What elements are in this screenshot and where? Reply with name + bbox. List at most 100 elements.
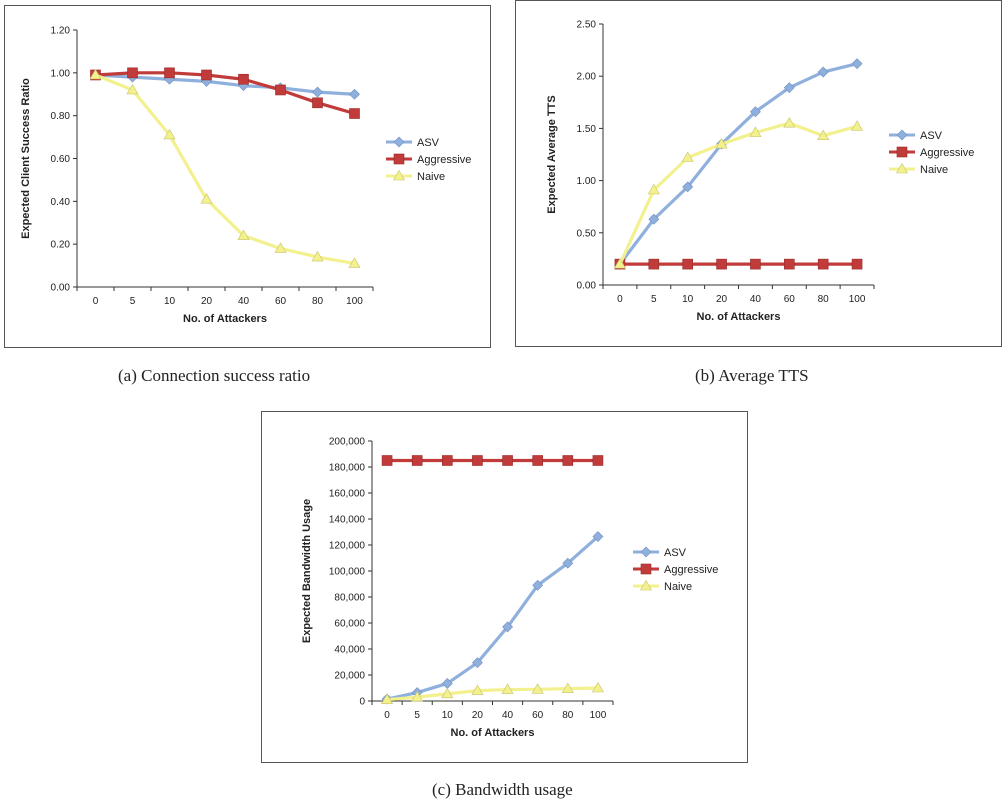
data-point — [682, 181, 694, 193]
legend-item: Naive — [633, 579, 692, 593]
y-tick-label: 0.40 — [51, 197, 71, 208]
data-point — [442, 455, 453, 466]
legend-label: ASV — [920, 130, 943, 142]
data-point — [592, 531, 604, 542]
y-tick-label: 2.50 — [577, 20, 597, 31]
y-axis-title: Expected Average TTS — [546, 95, 558, 213]
caption: (a) Connection success ratio — [118, 366, 311, 385]
data-point — [127, 67, 138, 79]
legend-label: Aggressive — [417, 154, 471, 166]
x-tick-label: 80 — [818, 294, 830, 305]
legend: ASV Aggressive Naive — [889, 129, 974, 176]
legend-label: Naive — [920, 164, 948, 176]
data-point — [532, 579, 544, 591]
series-naive — [613, 117, 864, 269]
data-point — [783, 82, 795, 94]
y-tick-label: 120,000 — [329, 541, 366, 552]
legend-marker — [896, 129, 908, 141]
data-point — [502, 455, 513, 466]
y-tick-label: 2.00 — [577, 72, 597, 83]
legend-label: Naive — [664, 581, 692, 593]
legend-item: Naive — [889, 162, 948, 176]
y-tick-label: 200,000 — [329, 437, 366, 448]
y-tick-label: 0 — [359, 697, 365, 708]
line-chart-average-tts: 0.00 0.50 1.00 1.50 2.00 2.50 0 5 10 20 40 60 80 100 N… — [546, 20, 974, 324]
chart-frame: 0.00 0.20 0.40 0.60 0.80 1.00 1.20 0 5 10 20 40 60 80… — [4, 5, 491, 348]
x-tick-label: 5 — [651, 294, 657, 305]
y-tick-label: 20,000 — [334, 671, 365, 682]
x-axis-title: No. of Attackers — [697, 311, 781, 323]
data-point — [502, 621, 513, 633]
x-tick-label: 60 — [532, 710, 544, 721]
line-chart-success-ratio: 0.00 0.20 0.40 0.60 0.80 1.00 1.20 0 5 10 20 40 60 80… — [20, 26, 471, 326]
data-point — [472, 657, 483, 669]
series-line — [386, 686, 598, 702]
data-point — [681, 151, 694, 162]
data-point — [532, 455, 543, 466]
plot-area — [89, 67, 361, 268]
y-tick-label: 0.20 — [51, 240, 71, 251]
legend-item: Aggressive — [386, 153, 471, 166]
x-tick-label: 0 — [617, 294, 623, 305]
data-point — [531, 683, 544, 694]
data-point — [126, 83, 139, 95]
data-point — [237, 229, 250, 240]
y-tick-label: 0.00 — [577, 281, 597, 292]
y-tick-label: 140,000 — [329, 515, 366, 526]
legend-label: Aggressive — [920, 147, 974, 159]
legend-item: Aggressive — [633, 563, 718, 576]
y-tick-label: 0.50 — [577, 228, 597, 239]
data-point — [562, 455, 574, 466]
axes: 0.00 0.50 1.00 1.50 2.00 2.50 0 5 10 20 40 60 80 100 — [577, 20, 875, 305]
series-asv — [614, 58, 863, 270]
chart-frame: 0 20,000 40,000 60,000 80,000 100,000 120,000 1… — [261, 411, 748, 763]
data-point — [164, 67, 175, 79]
legend-marker — [896, 146, 908, 158]
legend-marker — [392, 169, 406, 181]
data-point — [613, 258, 626, 269]
data-point — [562, 557, 574, 569]
legend-marker — [640, 546, 652, 558]
data-point — [783, 117, 796, 128]
data-point — [312, 97, 323, 109]
series-line — [94, 73, 355, 266]
legend-marker — [640, 563, 652, 575]
y-axis-title: Expected Client Success Ratio — [20, 78, 32, 239]
data-point — [471, 684, 484, 695]
data-point — [648, 213, 660, 225]
x-tick-label: 60 — [275, 296, 287, 307]
x-tick-label: 60 — [784, 294, 796, 305]
x-tick-label: 20 — [201, 296, 213, 307]
data-point — [311, 250, 324, 262]
data-point — [441, 687, 454, 699]
legend-item: ASV — [889, 129, 943, 142]
y-tick-label: 80,000 — [334, 593, 365, 604]
y-tick-label: 0.60 — [51, 154, 71, 165]
caption: (c) Bandwidth usage — [432, 780, 573, 799]
data-point — [682, 258, 693, 270]
data-point — [784, 258, 795, 270]
x-tick-label: 40 — [750, 294, 762, 305]
data-point — [817, 66, 829, 78]
x-tick-label: 10 — [164, 296, 176, 307]
legend-label: Naive — [417, 171, 445, 183]
x-tick-label: 0 — [384, 710, 390, 721]
x-tick-label: 10 — [442, 710, 454, 721]
data-point — [200, 193, 213, 204]
x-tick-label: 100 — [849, 294, 866, 305]
x-tick-label: 20 — [472, 710, 484, 721]
y-tick-label: 180,000 — [329, 463, 366, 474]
x-tick-label: 20 — [716, 294, 728, 305]
data-point — [89, 68, 102, 80]
data-point — [275, 84, 286, 96]
data-point — [648, 258, 660, 270]
data-point — [851, 58, 863, 70]
caption: (b) Average TTS — [695, 366, 809, 385]
y-tick-label: 1.50 — [577, 124, 597, 135]
y-tick-label: 160,000 — [329, 489, 366, 500]
data-point — [201, 69, 212, 81]
data-point — [274, 242, 287, 253]
series-line — [618, 62, 858, 266]
data-point — [817, 129, 830, 141]
data-point — [349, 108, 360, 119]
